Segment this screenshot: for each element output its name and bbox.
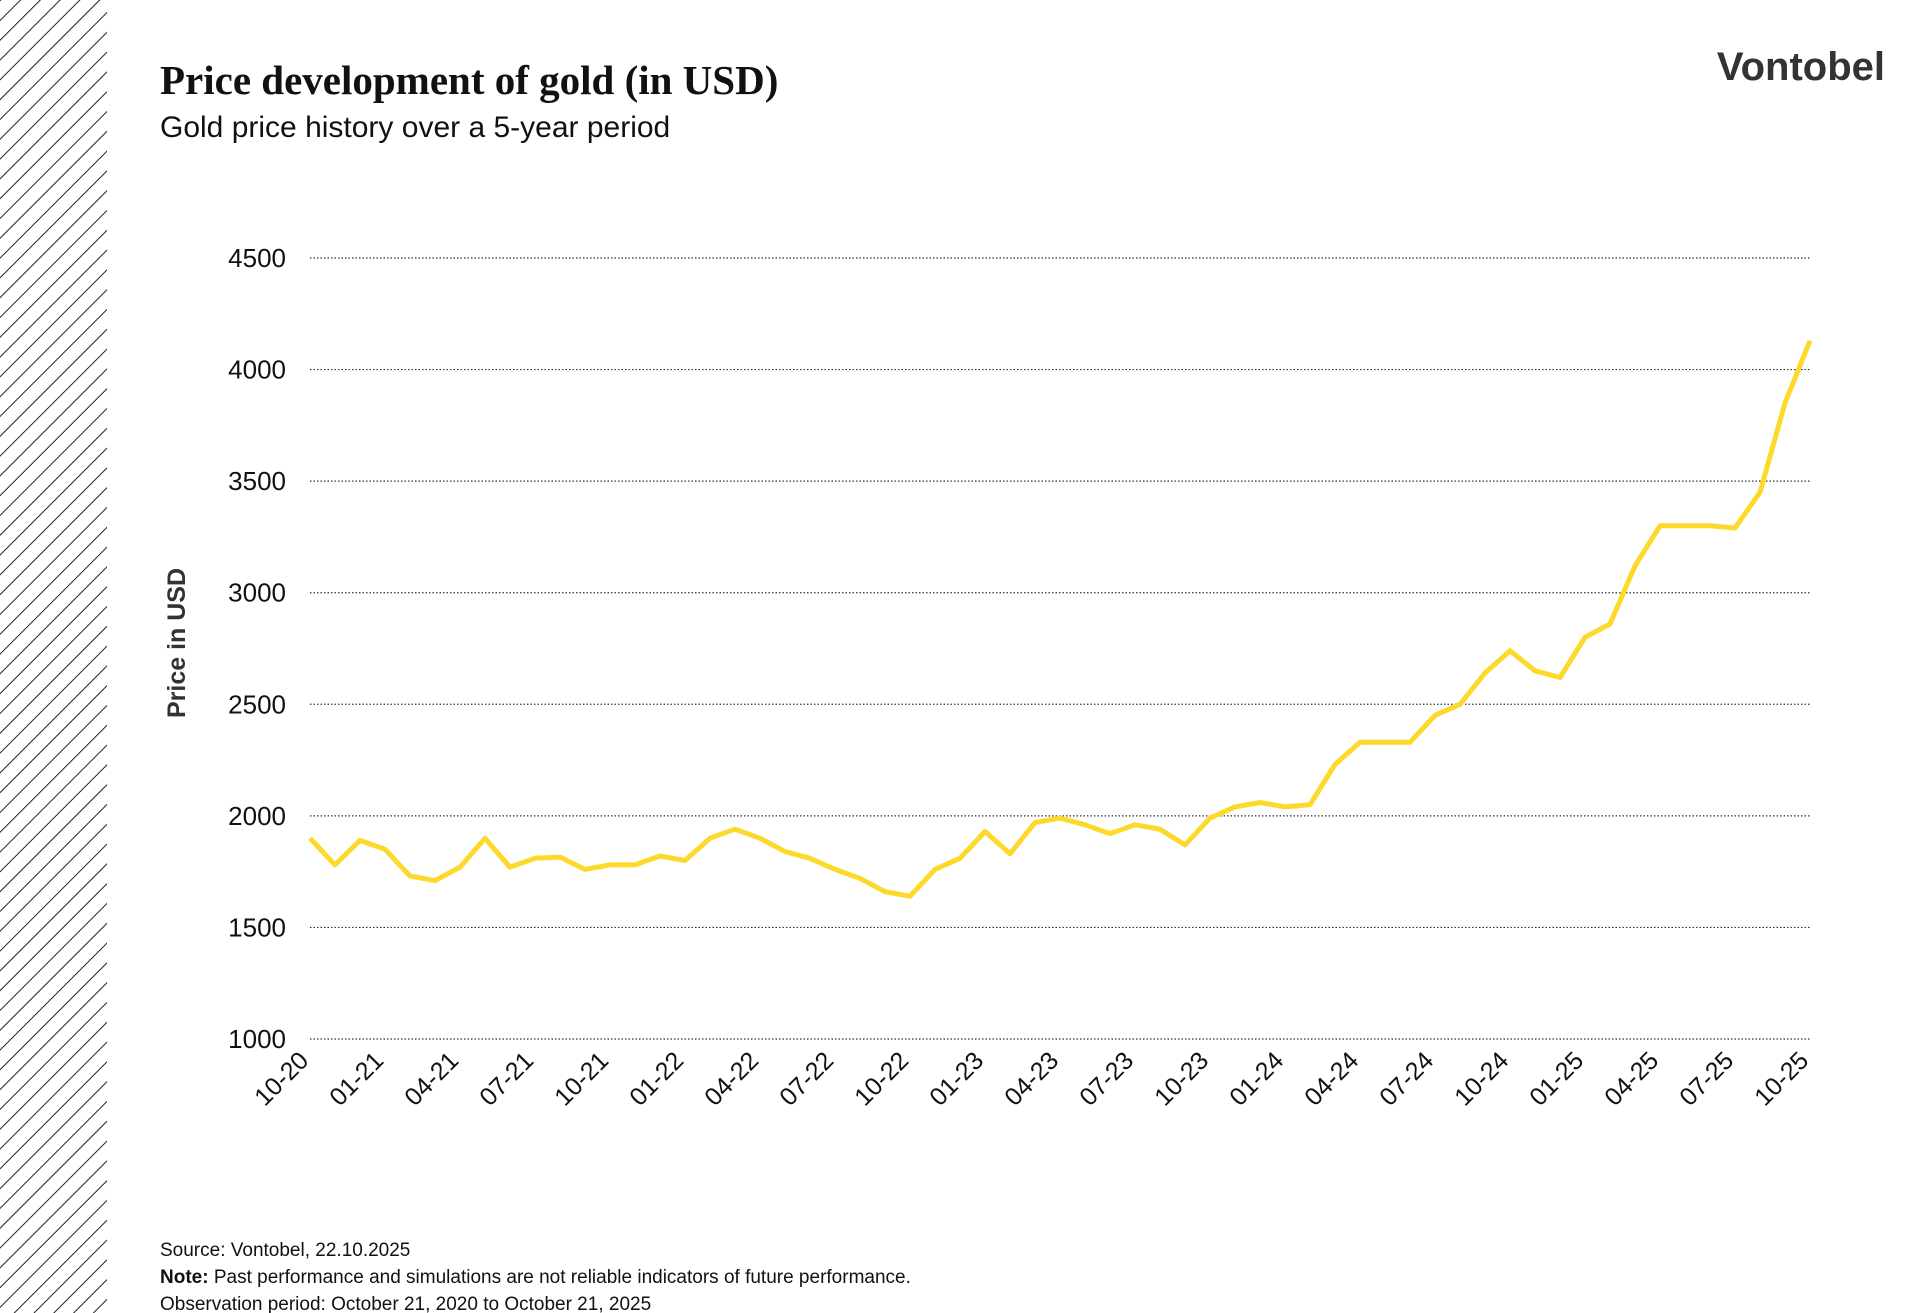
source: Source: Vontobel, 22.10.2025 <box>160 1240 410 1261</box>
x-tick-label: 07-22 <box>774 1046 839 1111</box>
x-tick-label: 04-24 <box>1299 1046 1364 1111</box>
x-tick-label: 01-25 <box>1524 1046 1589 1111</box>
y-tick-label: 3500 <box>228 466 286 496</box>
y-tick-label: 4500 <box>228 243 286 273</box>
x-tick-label: 04-21 <box>399 1046 464 1111</box>
x-tick-label: 01-24 <box>1224 1046 1289 1111</box>
observation: Observation period: October 21, 2020 to … <box>160 1294 651 1313</box>
y-tick-label: 2000 <box>228 801 286 831</box>
brand-logo: Vontobel <box>1717 45 1885 89</box>
note-line: Note: Past performance and simulations a… <box>160 1267 911 1288</box>
y-tick-label: 4000 <box>228 355 286 385</box>
chart-subtitle: Gold price history over a 5-year period <box>160 111 670 144</box>
y-axis-label: Price in USD <box>163 568 191 718</box>
x-tick-label: 04-23 <box>999 1046 1064 1111</box>
x-tick-label: 10-25 <box>1749 1046 1814 1111</box>
x-tick-label: 10-24 <box>1449 1046 1514 1111</box>
x-tick-label: 07-24 <box>1374 1046 1439 1111</box>
x-tick-label: 04-25 <box>1599 1046 1664 1111</box>
y-tick-label: 1000 <box>228 1024 286 1054</box>
x-tick-label: 07-23 <box>1074 1046 1139 1111</box>
x-tick-label: 10-21 <box>549 1046 614 1111</box>
hatch-stripe <box>0 0 107 1313</box>
x-tick-label: 04-22 <box>699 1046 764 1111</box>
y-tick-label: 1500 <box>228 912 286 942</box>
price-line <box>308 339 1813 899</box>
x-tick-label: 07-21 <box>474 1046 539 1111</box>
x-tick-label: 10-20 <box>249 1046 314 1111</box>
x-tick-label: 01-23 <box>924 1046 989 1111</box>
note: Past performance and simulations are not… <box>214 1267 911 1288</box>
x-tick-label: 01-21 <box>324 1046 389 1111</box>
y-tick-label: 3000 <box>228 578 286 608</box>
note-label: Note: <box>160 1267 209 1288</box>
x-tick-label: 01-22 <box>624 1046 689 1111</box>
x-tick-label: 10-23 <box>1149 1046 1214 1111</box>
x-tick-label: 07-25 <box>1674 1046 1739 1111</box>
chart-title: Price development of gold (in USD) <box>160 57 778 103</box>
y-tick-label: 2500 <box>228 689 286 719</box>
x-tick-label: 10-22 <box>849 1046 914 1111</box>
